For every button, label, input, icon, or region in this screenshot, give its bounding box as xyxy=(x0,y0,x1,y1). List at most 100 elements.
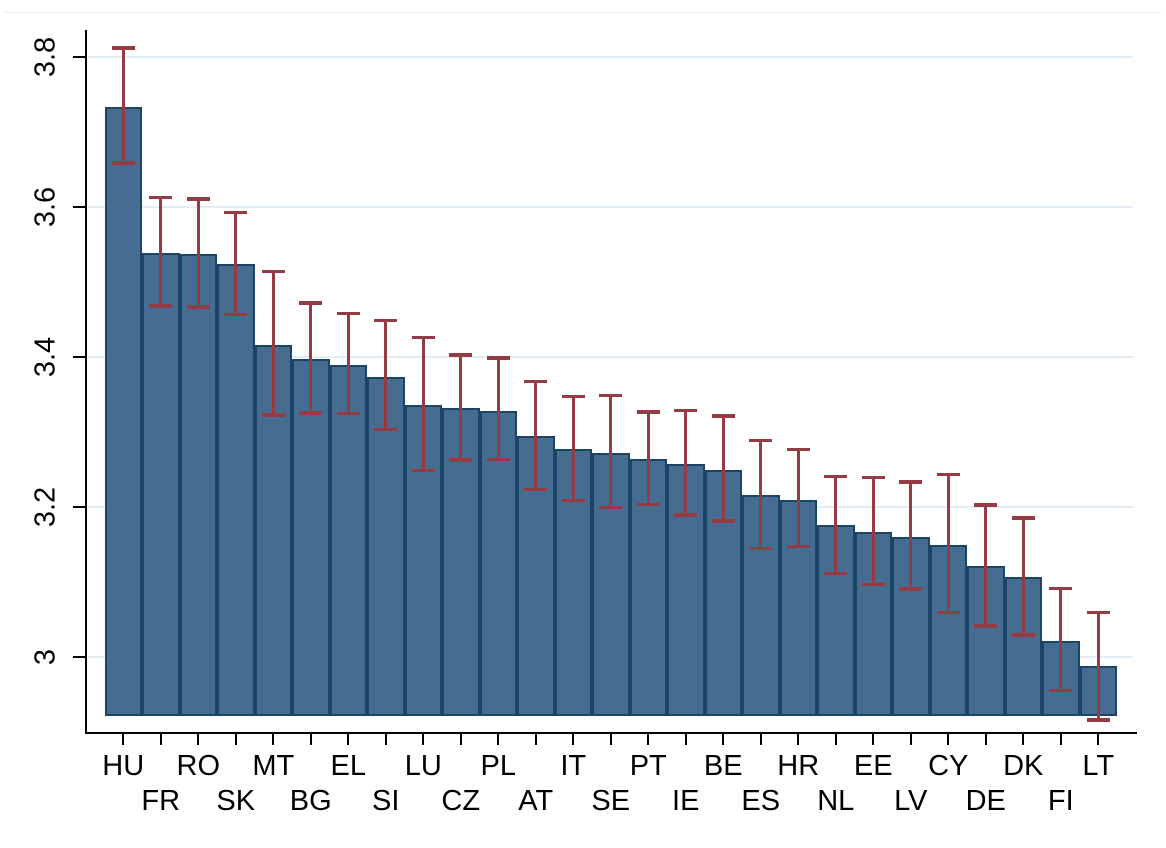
x-tick-label-LV: LV xyxy=(894,785,928,817)
y-axis-line xyxy=(85,30,87,734)
x-tick-ES xyxy=(759,734,762,745)
x-tick-SE xyxy=(609,734,612,745)
x-tick-SK xyxy=(234,734,237,745)
x-tick-PT xyxy=(647,734,650,745)
x-tick-label-PL: PL xyxy=(480,750,516,782)
bar-RO xyxy=(179,253,217,716)
graph-top-border xyxy=(4,12,1162,13)
x-tick-label-CY: CY xyxy=(928,750,969,782)
error-bar-SI-cap-top xyxy=(374,318,398,323)
error-bar-PT-cap-bottom xyxy=(636,502,660,507)
error-bar-CY-line xyxy=(946,473,950,614)
error-bar-DE-line xyxy=(984,504,988,627)
error-bar-LU-cap-bottom xyxy=(411,468,435,473)
error-bar-SK-cap-bottom xyxy=(224,312,248,317)
bar-LV xyxy=(892,536,930,716)
error-bar-FR-line xyxy=(159,196,163,307)
x-tick-label-PT: PT xyxy=(629,750,667,782)
bar-NL xyxy=(817,525,855,716)
error-bar-IE-line xyxy=(684,409,688,516)
x-tick-BE xyxy=(722,734,725,745)
error-bar-CY-cap-top xyxy=(936,472,960,477)
y-tick-label-3.4: 3.4 xyxy=(29,337,62,378)
error-bar-PL-line xyxy=(496,357,500,461)
error-bar-MT-cap-bottom xyxy=(261,413,285,417)
error-bar-EL-cap-bottom xyxy=(336,411,360,416)
error-bar-CY-cap-bottom xyxy=(936,610,960,615)
x-tick-label-EE: EE xyxy=(853,750,893,782)
error-bar-LT-cap-top xyxy=(1086,610,1110,615)
gridline-3.6 xyxy=(88,206,1133,209)
y-tick-3.2 xyxy=(73,506,85,509)
error-bar-PT-cap-top xyxy=(636,410,660,414)
x-tick-label-SK: SK xyxy=(216,785,256,817)
error-bar-RO-line xyxy=(196,198,200,308)
error-bar-SK-line xyxy=(234,211,238,316)
error-bar-ES-cap-bottom xyxy=(749,546,773,551)
error-bar-IT-line xyxy=(571,395,575,502)
x-tick-LV xyxy=(909,734,912,745)
error-bar-EL-line xyxy=(346,312,350,415)
x-tick-label-HU: HU xyxy=(102,750,145,782)
x-tick-FR xyxy=(159,734,162,745)
x-tick-label-NL: NL xyxy=(817,785,855,817)
x-tick-SI xyxy=(384,734,387,745)
x-axis-line xyxy=(85,732,1137,734)
y-tick-label-3: 3 xyxy=(29,649,62,666)
error-bar-BG-line xyxy=(309,302,313,414)
error-bar-HR-line xyxy=(796,448,800,548)
error-bar-DE-cap-bottom xyxy=(974,624,998,628)
x-tick-EL xyxy=(347,734,350,745)
error-bar-CZ-cap-top xyxy=(449,353,473,357)
error-bar-EL-cap-top xyxy=(336,311,360,316)
x-tick-label-DK: DK xyxy=(1003,750,1044,782)
error-bar-BE-cap-top xyxy=(711,414,735,418)
error-bar-DK-cap-top xyxy=(1011,516,1035,520)
y-tick-label-3.6: 3.6 xyxy=(29,186,62,228)
error-bar-AT-cap-top xyxy=(524,379,548,383)
gridline-3.8 xyxy=(88,56,1133,59)
x-tick-label-HR: HR xyxy=(777,750,820,782)
x-tick-AT xyxy=(534,734,537,745)
x-tick-HU xyxy=(122,734,125,745)
bar-SI xyxy=(367,376,405,716)
x-tick-LT xyxy=(1097,734,1100,745)
x-tick-HR xyxy=(797,734,800,745)
error-bar-FI-cap-top xyxy=(1049,586,1073,591)
error-bar-IE-cap-top xyxy=(674,408,698,413)
x-tick-label-SE: SE xyxy=(591,785,631,817)
error-bar-IE-cap-bottom xyxy=(674,513,698,517)
bar-HU xyxy=(104,106,142,716)
error-bar-SK-cap-top xyxy=(224,210,248,215)
bar-EL xyxy=(329,364,367,716)
y-tick-3.6 xyxy=(73,206,85,209)
x-tick-label-BG: BG xyxy=(289,785,332,817)
error-bar-MT-line xyxy=(271,270,275,416)
error-bar-PL-cap-bottom xyxy=(486,457,510,462)
error-bar-LV-cap-top xyxy=(899,480,923,484)
x-tick-EE xyxy=(872,734,875,745)
error-bar-NL-line xyxy=(834,475,838,575)
x-tick-label-SI: SI xyxy=(372,785,400,817)
error-bar-FR-cap-top xyxy=(149,195,173,200)
error-bar-SE-cap-top xyxy=(599,393,623,398)
error-bar-BE-line xyxy=(721,415,725,522)
y-tick-label-3.2: 3.2 xyxy=(29,487,62,528)
y-tick-3.4 xyxy=(73,356,85,359)
y-tick-3 xyxy=(73,656,85,659)
x-tick-label-LT: LT xyxy=(1082,750,1115,782)
x-tick-IE xyxy=(684,734,687,745)
bar-BG xyxy=(292,359,330,716)
error-bar-SE-line xyxy=(609,394,613,509)
x-tick-label-DE: DE xyxy=(965,785,1006,817)
error-bar-BE-cap-bottom xyxy=(711,519,735,523)
error-bar-PT-line xyxy=(646,411,650,506)
bar-SK xyxy=(217,264,255,716)
error-bar-LU-cap-top xyxy=(411,335,435,340)
x-tick-label-AT: AT xyxy=(518,785,554,817)
error-bar-DK-cap-bottom xyxy=(1011,633,1035,637)
x-tick-label-CZ: CZ xyxy=(441,785,481,817)
x-tick-label-IT: IT xyxy=(560,750,587,782)
error-bar-LU-line xyxy=(421,336,425,472)
